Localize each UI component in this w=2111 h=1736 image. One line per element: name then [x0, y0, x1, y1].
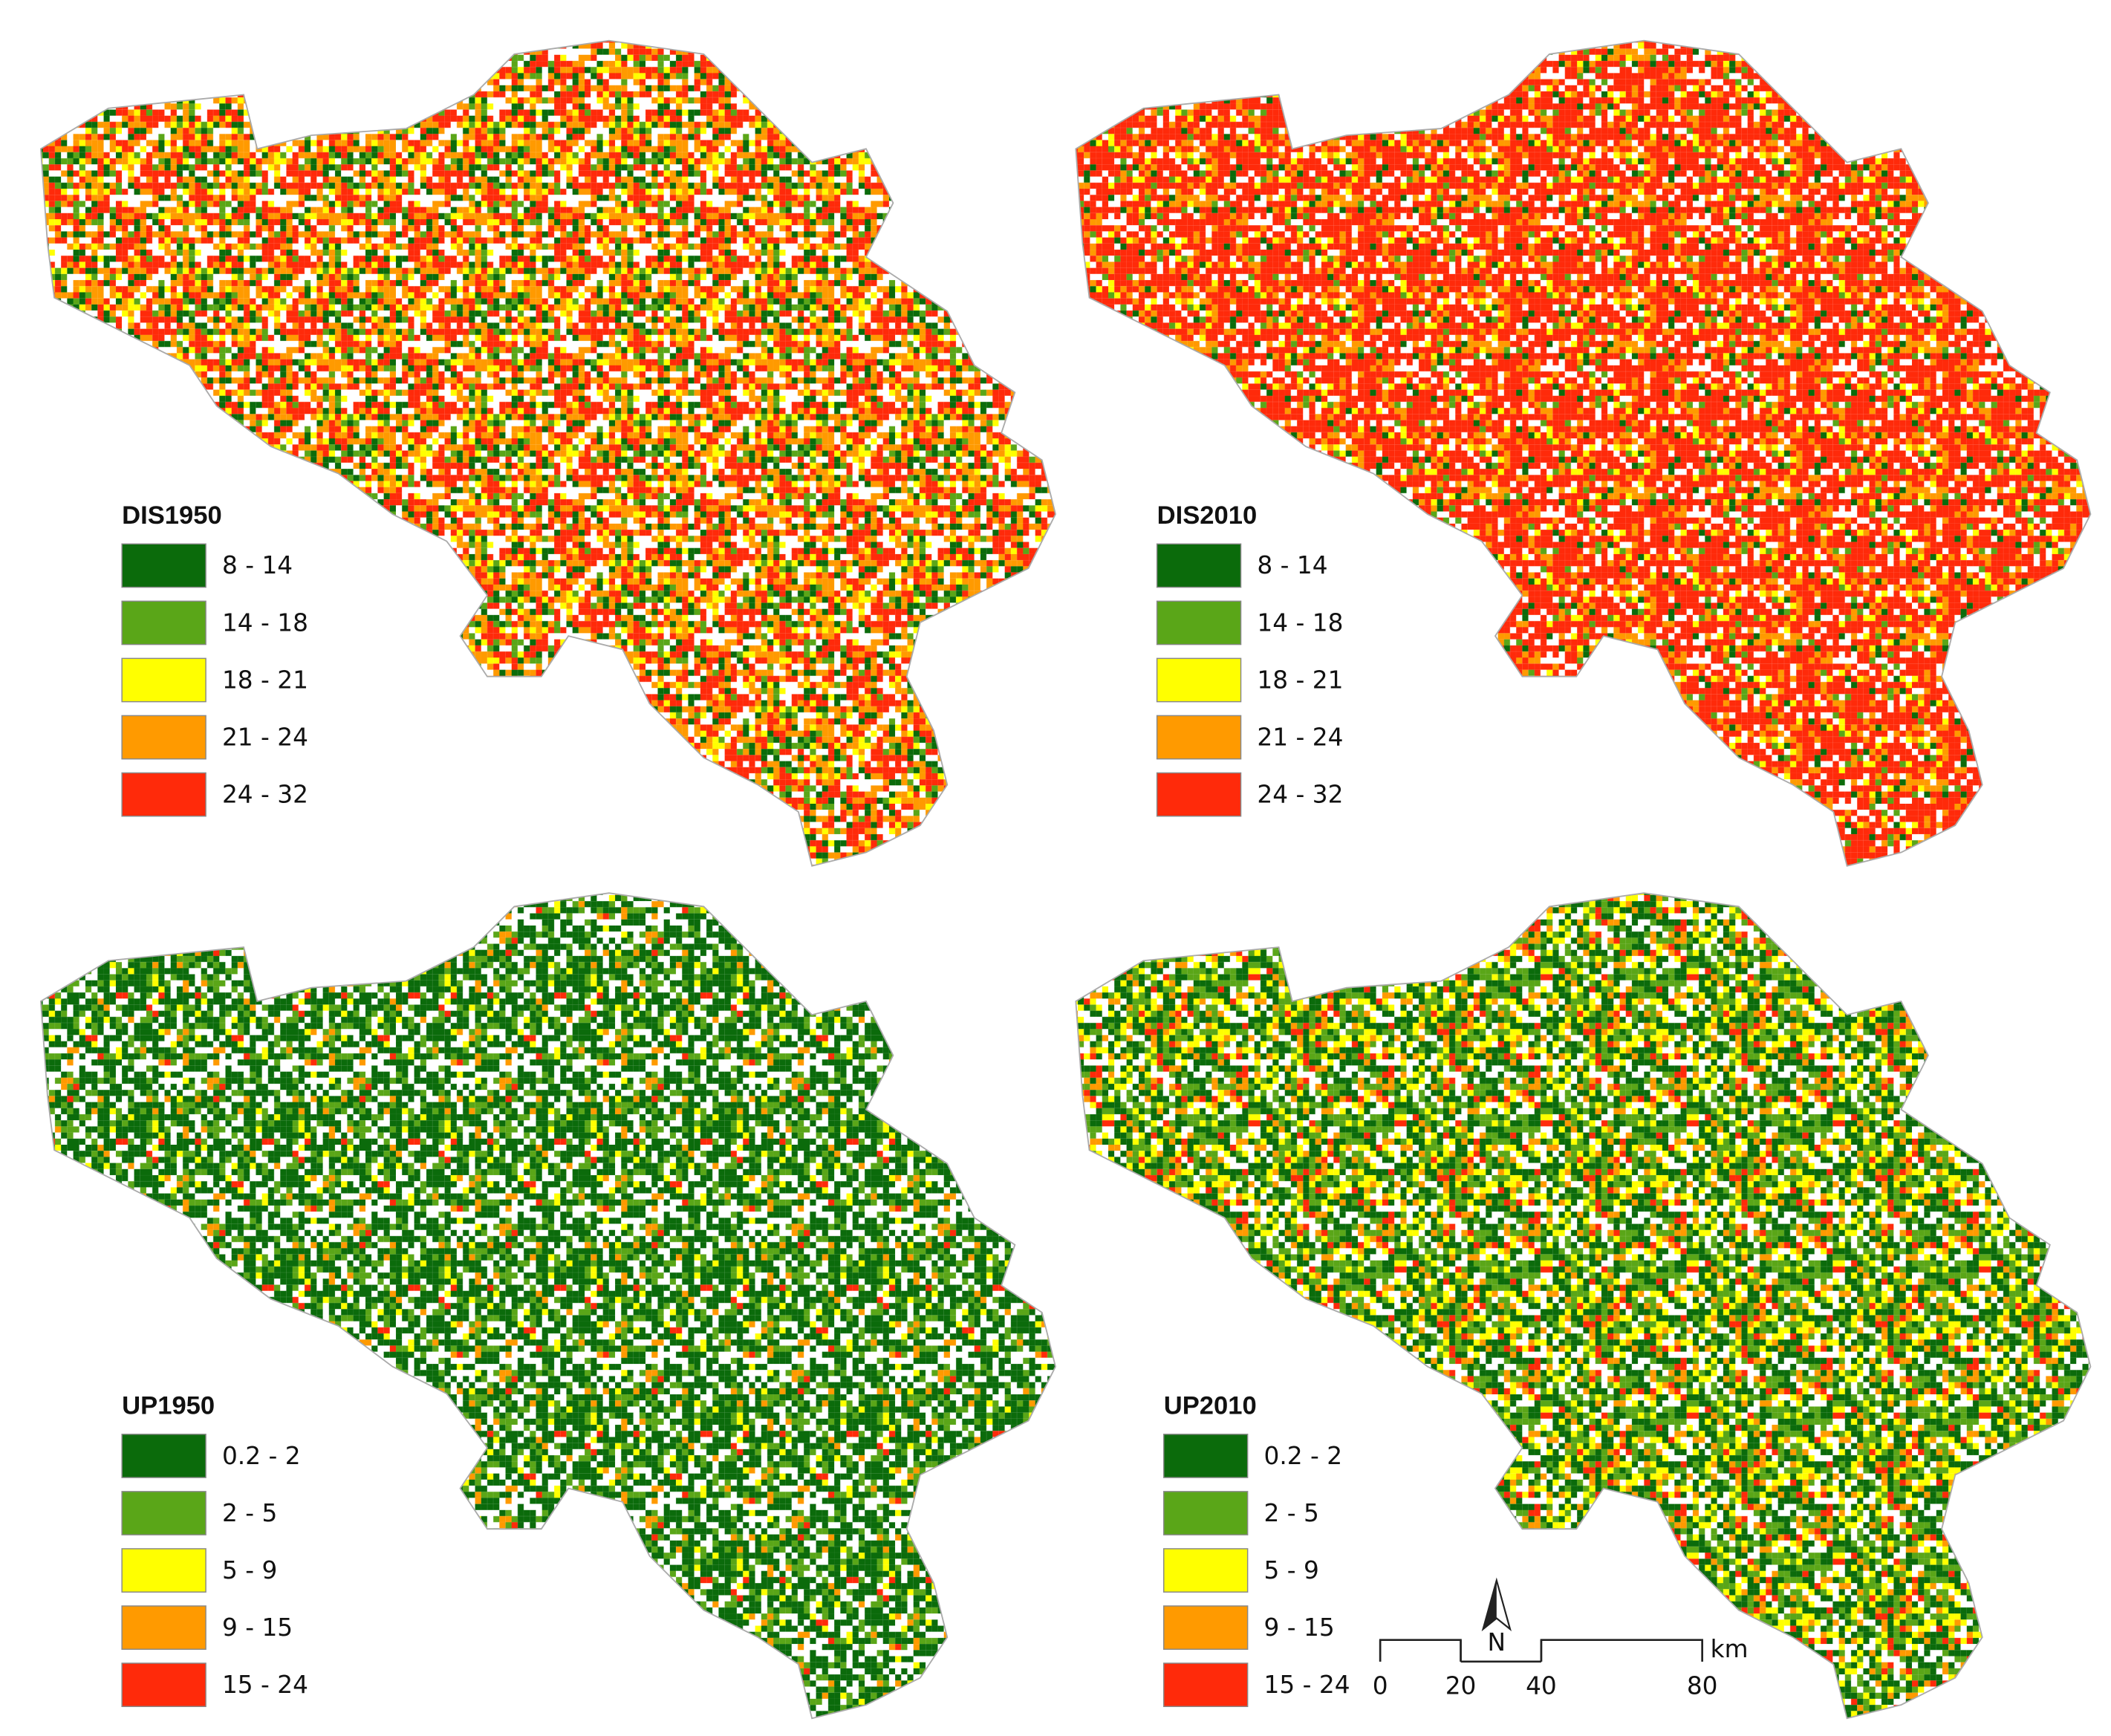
legend-swatch	[1156, 543, 1242, 588]
legend-title: DIS2010	[1157, 501, 1258, 530]
legend-label: 18 - 21	[1257, 666, 1343, 694]
legend-swatch	[1162, 1434, 1249, 1478]
scale-segment	[1379, 1639, 1462, 1662]
legend-title: UP2010	[1164, 1392, 1257, 1420]
legend-swatch	[1162, 1548, 1249, 1593]
legend-label: 21 - 24	[1257, 723, 1343, 751]
legend-swatch	[121, 1662, 206, 1708]
scale-unit: km	[1711, 1635, 1749, 1663]
legend-title: UP1950	[122, 1392, 215, 1420]
legend-label: 5 - 9	[1264, 1556, 1319, 1584]
legend-title: DIS1950	[122, 501, 222, 530]
legend-swatch	[1156, 715, 1242, 760]
legend-swatch	[121, 772, 206, 817]
legend-label: 5 - 9	[222, 1556, 277, 1584]
legend-swatch	[121, 1434, 206, 1478]
legend-label: 9 - 15	[222, 1613, 293, 1642]
legend-swatch	[1156, 772, 1242, 817]
legend-label: 8 - 14	[222, 551, 293, 579]
country-shape	[1075, 892, 2092, 1720]
legend-swatch	[121, 657, 206, 703]
legend-label: 2 - 5	[222, 1499, 277, 1527]
north-arrow-half	[1483, 1580, 1497, 1630]
legend-label: 15 - 24	[222, 1671, 308, 1699]
legend-label: 8 - 14	[1257, 551, 1327, 579]
legend-label: 2 - 5	[1264, 1499, 1319, 1527]
legend-swatch	[1162, 1491, 1249, 1535]
legend-label: 24 - 32	[1257, 780, 1343, 808]
legend-label: 0.2 - 2	[222, 1442, 301, 1470]
legend-label: 21 - 24	[222, 723, 308, 751]
legend-swatch	[1162, 1605, 1249, 1650]
legend-swatch	[121, 1605, 206, 1650]
legend-label: 9 - 15	[1264, 1613, 1335, 1642]
legend-swatch	[121, 715, 206, 760]
scale-segment	[1540, 1639, 1703, 1662]
scale-label: 20	[1445, 1671, 1477, 1700]
legend-label: 15 - 24	[1264, 1671, 1350, 1699]
legend-swatch	[121, 1548, 206, 1593]
legend-label: 24 - 32	[222, 780, 308, 808]
country-shape	[39, 892, 1056, 1720]
scale-label: 0	[1373, 1671, 1388, 1700]
legend-label: 14 - 18	[1257, 608, 1343, 637]
legend-swatch	[121, 600, 206, 646]
legend-swatch	[1162, 1662, 1249, 1708]
scale-label: 80	[1687, 1671, 1718, 1700]
map-panel	[39, 892, 1056, 1720]
legend-swatch	[121, 1491, 206, 1535]
north-label: N	[1488, 1628, 1506, 1657]
legend-label: 14 - 18	[222, 608, 308, 637]
scale-label: 40	[1526, 1671, 1557, 1700]
legend-swatch	[1156, 600, 1242, 646]
legend-label: 0.2 - 2	[1264, 1442, 1343, 1470]
legend-swatch	[121, 543, 206, 588]
map-panel	[1075, 892, 2092, 1720]
legend-label: 18 - 21	[222, 666, 308, 694]
legend-swatch	[1156, 657, 1242, 703]
